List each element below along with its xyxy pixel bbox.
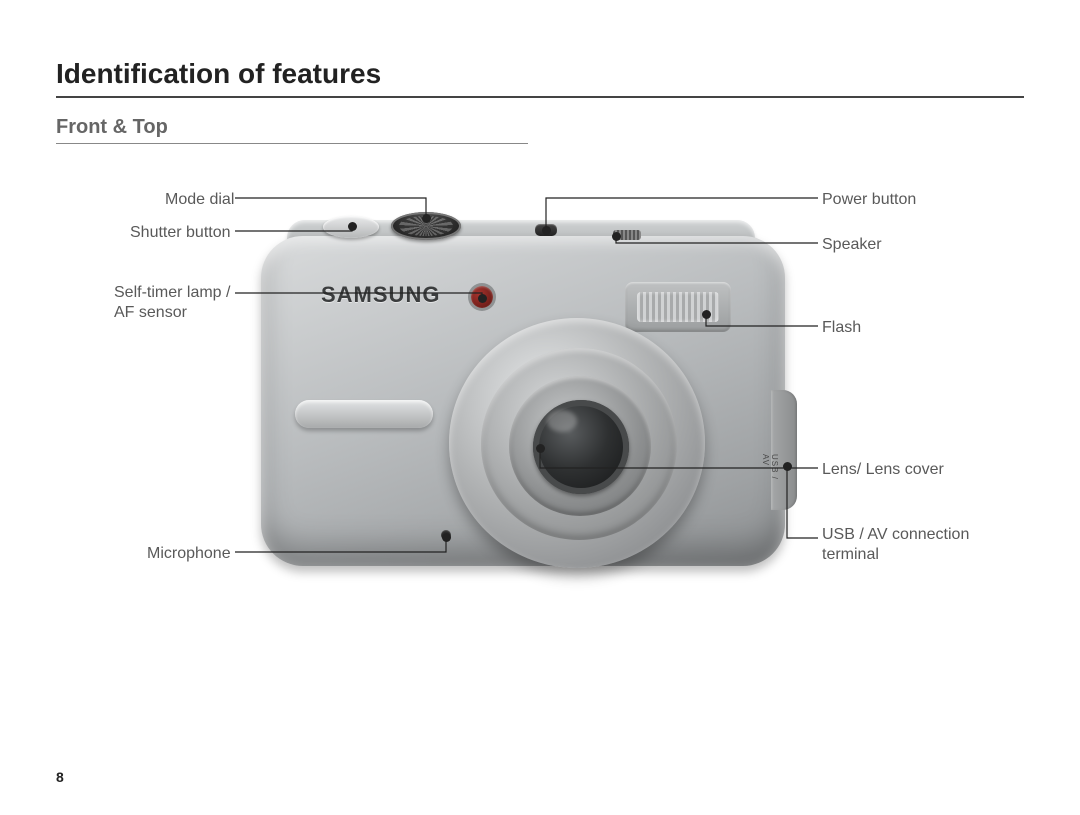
label-microphone: Microphone	[147, 544, 231, 564]
page-subtitle: Front & Top	[56, 116, 528, 144]
label-lens: Lens/ Lens cover	[822, 460, 944, 480]
page-title: Identification of features	[56, 58, 1024, 98]
page-number: 8	[56, 769, 64, 785]
label-self_timer: Self-timer lamp / AF sensor	[114, 283, 230, 323]
lens-reflection	[547, 410, 577, 432]
callout-dot-speaker	[612, 232, 621, 241]
label-speaker: Speaker	[822, 235, 882, 255]
label-usb: USB / AV connection terminal	[822, 525, 969, 565]
camera-illustration: SAMSUNG USB / AV	[261, 220, 809, 590]
brand-logo: SAMSUNG	[321, 282, 440, 308]
callout-dot-self_timer	[478, 294, 487, 303]
callout-dot-flash	[702, 310, 711, 319]
callout-dot-lens	[536, 444, 545, 453]
grip-bump-shape	[295, 400, 433, 428]
callout-dot-power	[542, 226, 551, 235]
callout-dot-mode_dial	[422, 214, 431, 223]
label-mode_dial: Mode dial	[165, 190, 234, 210]
lens-glass	[533, 400, 629, 494]
label-flash: Flash	[822, 318, 861, 338]
leader-line	[235, 198, 426, 216]
label-power: Power button	[822, 190, 916, 210]
callout-dot-usb	[783, 462, 792, 471]
flash-frame-shape	[625, 282, 731, 332]
feature-diagram: SAMSUNG USB / AV Mode dial Shutter button…	[56, 160, 1016, 720]
manual-page: Identification of features Front & Top S…	[0, 0, 1080, 815]
callout-dot-microphone	[442, 533, 451, 542]
usb-av-door-shape	[771, 390, 797, 510]
label-shutter: Shutter button	[130, 223, 231, 243]
callout-dot-shutter	[348, 222, 357, 231]
usb-av-door-label: USB / AV	[761, 454, 779, 484]
